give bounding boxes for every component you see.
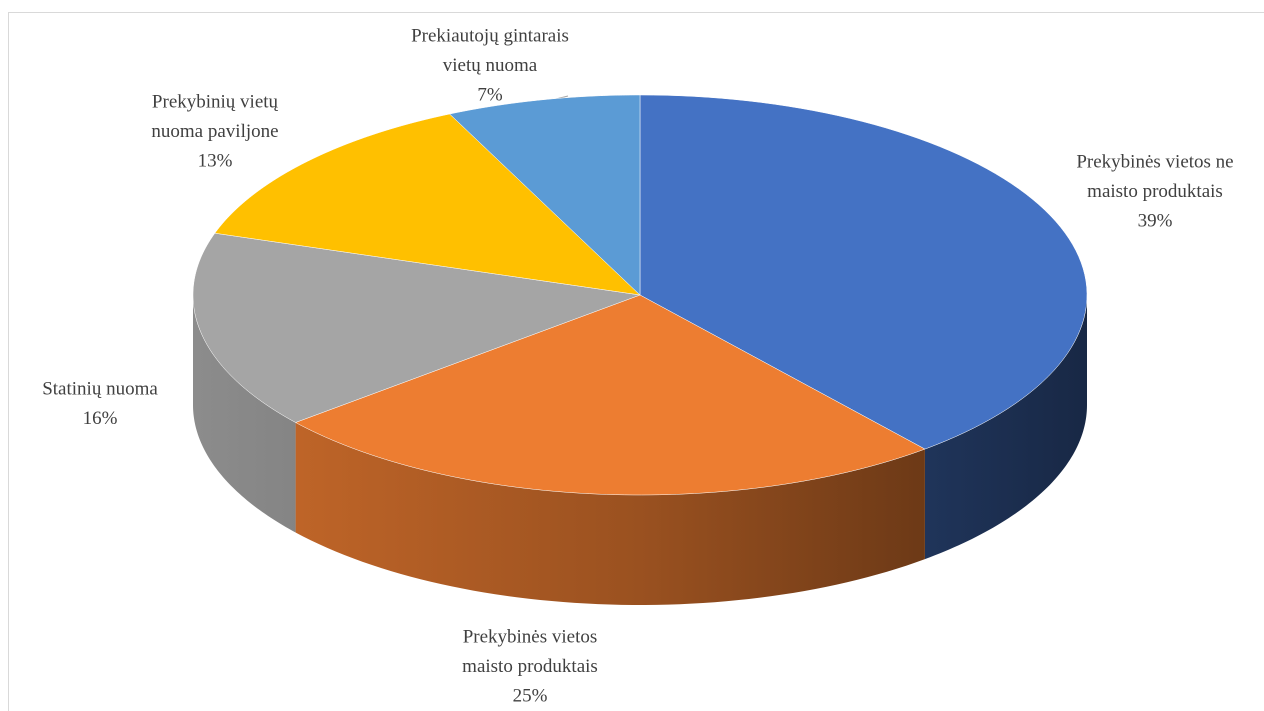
chart-frame (8, 12, 1264, 711)
slice-label: vietų nuoma (443, 55, 538, 76)
slice-label: Prekybinės vietos ne (1076, 151, 1233, 172)
slice-label: maisto produktais (1087, 181, 1223, 202)
slice-label: Statinių nuoma (42, 378, 158, 399)
pie-slice (214, 113, 641, 296)
value-label: 25% (513, 685, 548, 706)
value-label: 13% (198, 150, 233, 171)
pie-side (193, 295, 296, 533)
slice-label: Prekiautojų gintarais (411, 25, 569, 46)
value-label: 39% (1138, 210, 1173, 231)
slice-label: maisto produktais (462, 656, 598, 677)
value-label: 7% (477, 84, 503, 105)
slice-label: Prekybinių vietų (152, 91, 279, 112)
pie-side (924, 295, 1087, 560)
slice-label: Prekybinės vietos (463, 626, 598, 647)
pie-slice (192, 232, 641, 423)
pie-side (295, 422, 925, 605)
pie-slice (639, 94, 1088, 450)
pie-slice (294, 294, 926, 496)
pie-slice (449, 94, 641, 296)
value-label: 16% (83, 408, 118, 429)
slice-label: nuoma paviljone (151, 121, 278, 142)
